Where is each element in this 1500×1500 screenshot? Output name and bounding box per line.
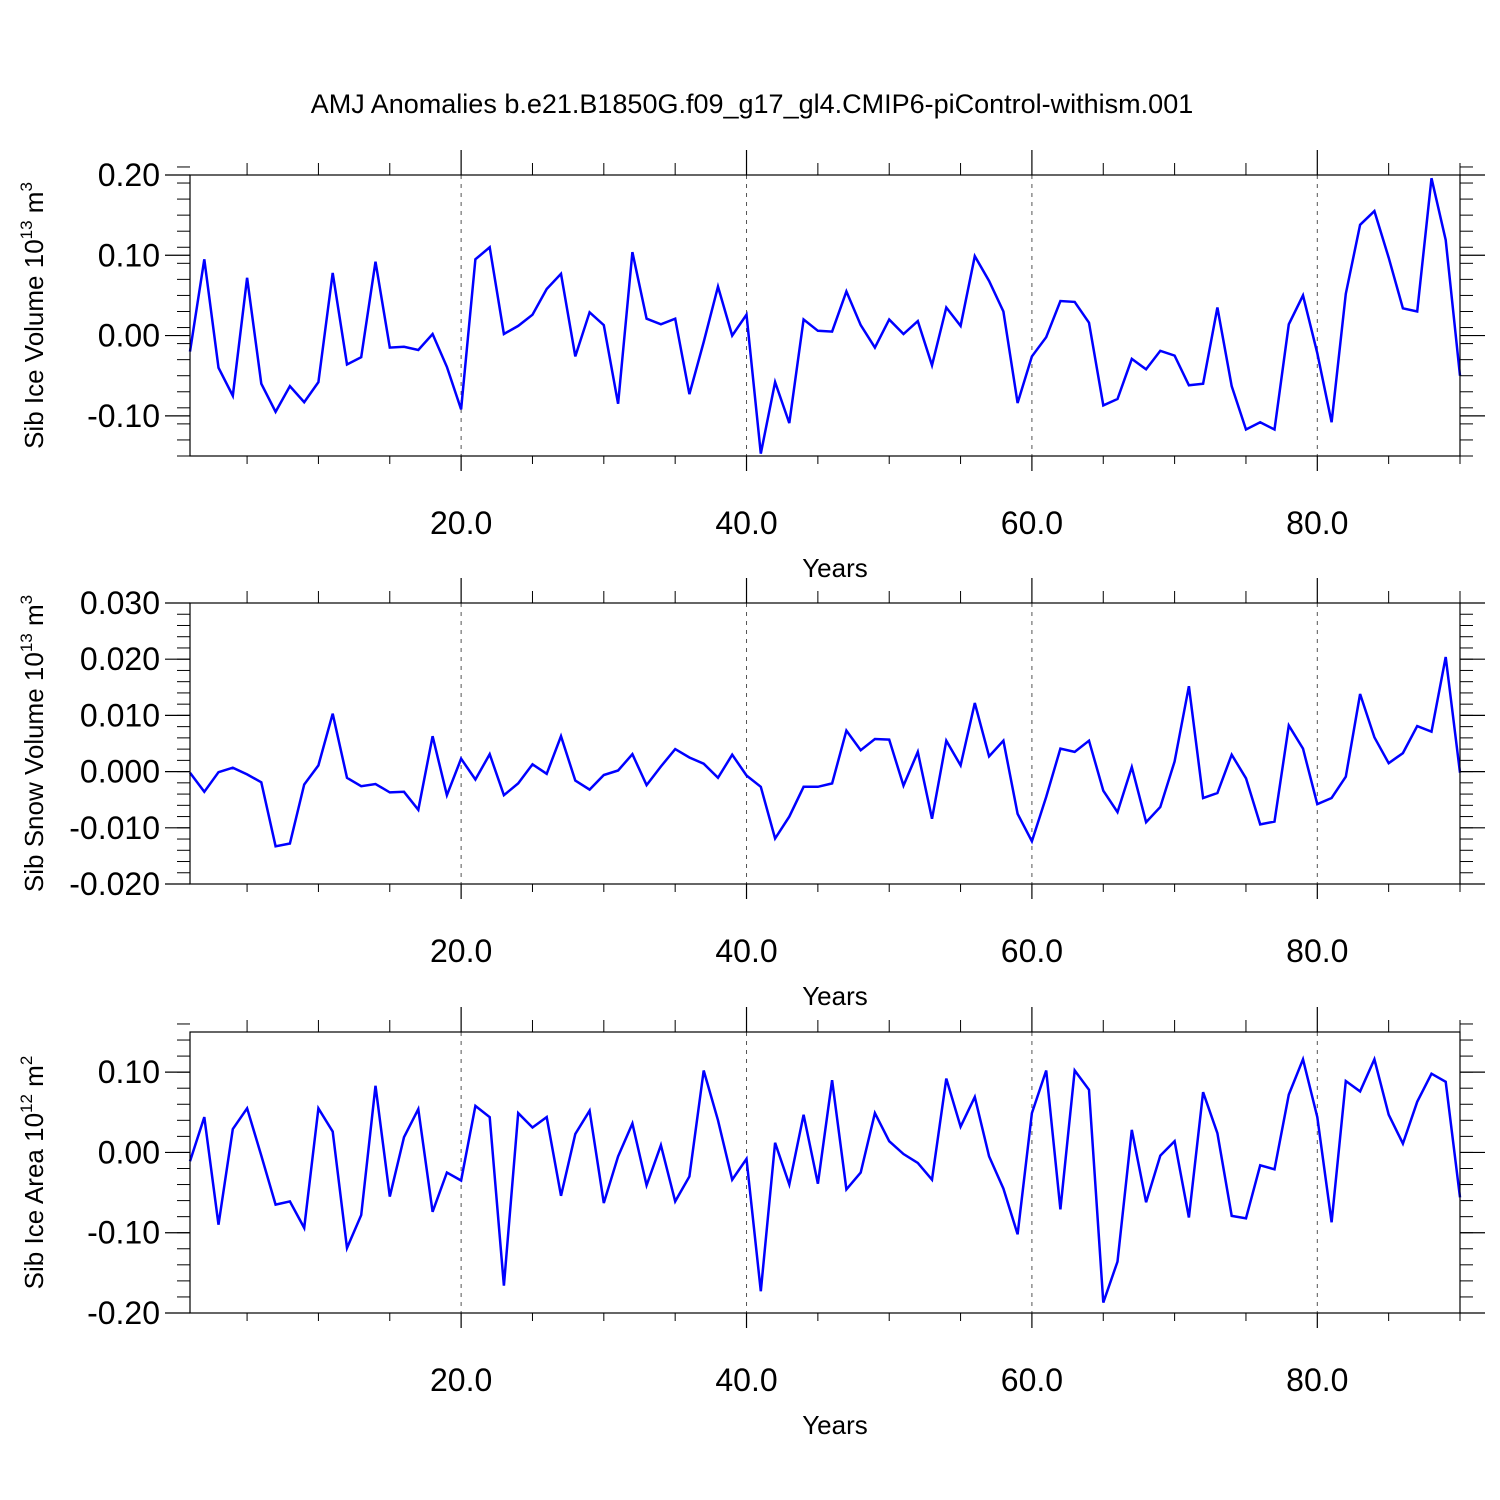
y-tick-label: -0.20 <box>87 1295 160 1331</box>
y-axis-label-exponent: 12 <box>17 1094 36 1113</box>
x-axis-label: Years <box>802 1410 868 1440</box>
x-tick-label: 40.0 <box>715 933 777 969</box>
x-tick-label: 40.0 <box>715 505 777 541</box>
y-axis-label-text: Sib Snow Volume 10 <box>19 652 49 892</box>
y-axis-label: Sib Snow Volume 1013 m3 <box>17 595 49 892</box>
x-tick-label: 80.0 <box>1286 933 1348 969</box>
data-line <box>188 656 1462 848</box>
plot-frame <box>189 602 1461 885</box>
x-tick-label: 40.0 <box>715 1362 777 1398</box>
y-tick-label: 0.00 <box>98 1134 160 1170</box>
y-axis-label-unit-exponent: 2 <box>17 1056 36 1065</box>
x-tick-label: 60.0 <box>1001 933 1063 969</box>
y-tick-label: 0.10 <box>98 237 160 273</box>
y-axis-label-unit: m <box>19 1065 49 1094</box>
y-tick-label: -0.10 <box>87 1215 160 1251</box>
y-tick-label: 0.00 <box>98 318 160 354</box>
chart-panel-3: -0.20 -0.10 0.00 0.10 20.0 40.0 60.0 80.0 Years S… <box>17 1007 1485 1440</box>
y-tick-label: -0.020 <box>69 866 160 902</box>
chart-panel-1: -0.10 0.00 0.10 0.20 20.0 40.0 60.0 80.0 Years Si… <box>17 150 1485 583</box>
x-tick-label: 20.0 <box>430 505 492 541</box>
panels: -0.10 0.00 0.10 0.20 20.0 40.0 60.0 80.0 Years Si… <box>17 150 1485 1440</box>
x-tick-label: 20.0 <box>430 1362 492 1398</box>
x-tick-label: 20.0 <box>430 933 492 969</box>
y-axis-label-text: Sib Ice Area 10 <box>19 1113 49 1289</box>
y-tick-label: 0.010 <box>80 697 160 733</box>
y-axis-label-unit-exponent: 3 <box>17 182 36 191</box>
y-tick-label: 0.10 <box>98 1054 160 1090</box>
data-line <box>188 1055 1462 1304</box>
x-tick-label: 80.0 <box>1286 1362 1348 1398</box>
figure-title: AMJ Anomalies b.e21.B1850G.f09_g17_gl4.C… <box>311 89 1193 119</box>
x-axis-label: Years <box>802 981 868 1011</box>
y-axis-label: Sib Ice Volume 1013 m3 <box>17 182 49 449</box>
y-axis-label-exponent: 13 <box>17 633 36 652</box>
x-tick-label: 60.0 <box>1001 1362 1063 1398</box>
y-axis-label-exponent: 13 <box>17 220 36 239</box>
y-tick-label: 0.20 <box>98 157 160 193</box>
y-axis-label-unit: m <box>19 192 49 221</box>
y-tick-label: -0.010 <box>69 810 160 846</box>
plot-frame <box>189 1031 1461 1314</box>
y-axis-label: Sib Ice Area 1012 m2 <box>17 1056 49 1290</box>
y-tick-label: 0.020 <box>80 641 160 677</box>
y-axis-label-unit-exponent: 3 <box>17 595 36 604</box>
y-axis-label-unit: m <box>19 604 49 633</box>
y-axis-label-text: Sib Ice Volume 10 <box>19 239 49 449</box>
y-tick-label: 0.030 <box>80 585 160 621</box>
y-tick-label: -0.10 <box>87 398 160 434</box>
plot-frame <box>189 174 1461 457</box>
x-tick-label: 60.0 <box>1001 505 1063 541</box>
y-tick-label: 0.000 <box>80 754 160 790</box>
x-axis-label: Years <box>802 553 868 583</box>
data-line <box>188 177 1462 454</box>
x-tick-label: 80.0 <box>1286 505 1348 541</box>
chart-panel-2: -0.020 -0.010 0.000 0.010 0.020 0.030 20.0 40.0… <box>17 578 1485 1011</box>
